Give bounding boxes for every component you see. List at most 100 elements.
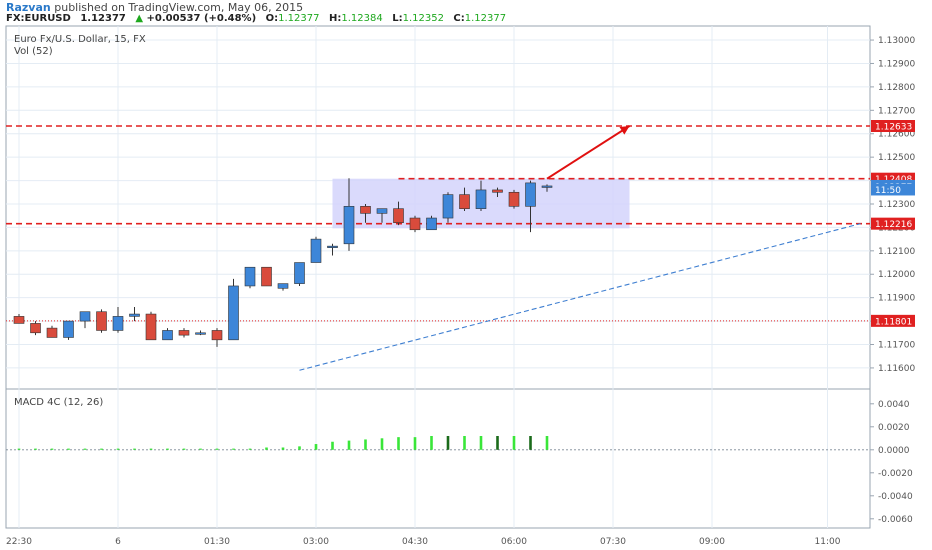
symbol-line: FX:EURUSD 1.12377 ▲ +0.00537 (+0.48%) O:…: [6, 13, 506, 24]
author-link[interactable]: Razvan: [6, 1, 51, 14]
candle-body: [508, 191, 520, 207]
candle-body: [178, 330, 190, 336]
macd-bar: [430, 436, 433, 450]
price-change: +0.00537 (+0.48%): [146, 13, 257, 24]
candle-body: [442, 194, 454, 219]
candle-body: [112, 316, 124, 331]
macd-bar: [529, 436, 532, 450]
candle-body: [393, 208, 404, 224]
projection-arrow: [546, 125, 631, 180]
price-tag: [871, 217, 915, 230]
candle-body: [79, 311, 91, 322]
macd-bar: [347, 440, 351, 450]
candle-body: [13, 316, 25, 324]
candle-body: [475, 189, 487, 209]
price-tag-label: 1.12633: [875, 123, 912, 133]
price-tag: [871, 120, 915, 133]
price-tick-label: 1.11900: [878, 294, 915, 304]
price-tick-label: 1.12100: [878, 247, 915, 257]
macd-tick-label: 0.0040: [878, 400, 910, 410]
macd-bar: [133, 448, 136, 450]
last-price: 1.12377: [80, 13, 126, 24]
macd-bar: [380, 438, 384, 450]
candle-body: [426, 217, 437, 231]
macd-bar: [512, 436, 516, 450]
publish-line: Razvan published on TradingView.com, May…: [6, 1, 303, 14]
macd-bar: [182, 448, 186, 450]
time-tick-label: 22:30: [6, 537, 32, 547]
time-tick-label: 09:00: [699, 537, 725, 547]
candle-body: [244, 266, 256, 287]
macd-bar: [265, 447, 268, 450]
trendline: [299, 223, 861, 371]
macd-bar: [496, 436, 499, 450]
macd-bar: [67, 448, 70, 450]
candle-body: [46, 327, 58, 338]
time-tick-label: 03:00: [303, 537, 329, 547]
price-tick-label: 1.12000: [878, 270, 915, 280]
price-tag-label: 1.11801: [875, 317, 912, 327]
macd-bar: [83, 448, 87, 450]
chart-frame: [5, 25, 871, 529]
price-tick-label: 1.13000: [878, 36, 915, 46]
price-tick-label: 1.12900: [878, 59, 915, 69]
macd-bar: [215, 448, 219, 450]
open-label: O:: [265, 13, 279, 24]
time-tick-label: 07:30: [600, 537, 626, 547]
price-tick-label: 1.12600: [878, 130, 915, 140]
macd-bar: [199, 448, 202, 450]
macd-legend: MACD 4C (12, 26): [14, 397, 103, 408]
macd-bar: [479, 436, 483, 450]
close-value: 1.12377: [464, 13, 507, 24]
macd-tick-label: 0.0020: [878, 423, 910, 433]
candle-body: [145, 313, 157, 341]
price-tag-label: 11:50: [875, 186, 901, 196]
macd-bar: [149, 448, 153, 450]
macd-bar: [463, 436, 466, 450]
macd-bar: [116, 448, 120, 450]
candle-body: [30, 323, 41, 334]
macd-bar: [281, 447, 285, 450]
chart-title: Euro Fx/U.S. Dollar, 15, FX: [14, 34, 146, 45]
macd-bar: [298, 446, 301, 450]
candle-body: [277, 283, 289, 289]
candle-body: [63, 320, 74, 338]
macd-bar: [166, 448, 169, 450]
time-tick-label: 06:00: [501, 537, 527, 547]
candle-body: [525, 182, 536, 207]
candle-body: [459, 194, 470, 209]
chart-header: Razvan published on TradingView.com, May…: [0, 0, 932, 26]
candle-body: [162, 330, 173, 341]
candle-body: [541, 185, 553, 188]
price-tick-label: 1.12700: [878, 106, 915, 116]
candle-body: [492, 189, 503, 193]
macd-tick-label: 0.0000: [878, 446, 910, 456]
candle-body: [310, 238, 322, 263]
candle-body: [343, 206, 355, 245]
price-tag: [871, 183, 915, 196]
price-tick-label: 1.12800: [878, 83, 915, 93]
candle-body: [294, 262, 305, 284]
macd-bar: [248, 448, 252, 450]
macd-bar: [397, 437, 400, 450]
macd-bar: [17, 448, 21, 450]
macd-bar: [364, 439, 367, 450]
symbol-name: FX:EURUSD: [6, 13, 71, 24]
macd-bar: [100, 448, 103, 450]
macd-bar: [50, 448, 54, 450]
price-tag: [871, 314, 915, 327]
time-tick-label: 6: [115, 537, 121, 547]
price-tick-label: 1.11600: [878, 364, 915, 374]
published-text: published on TradingView.com, May 06, 20…: [54, 1, 304, 14]
low-value: 1.12352: [402, 13, 444, 24]
time-tick-label: 04:30: [402, 537, 428, 547]
low-label: L:: [392, 13, 403, 24]
macd-bar: [314, 444, 318, 450]
candle-body: [195, 332, 206, 335]
volume-legend: Vol (52): [14, 46, 53, 57]
macd-tick-label: -0.0020: [878, 469, 913, 479]
macd-bar: [413, 437, 417, 450]
macd-bar: [331, 441, 334, 450]
high-value: 1.12384: [341, 13, 383, 24]
